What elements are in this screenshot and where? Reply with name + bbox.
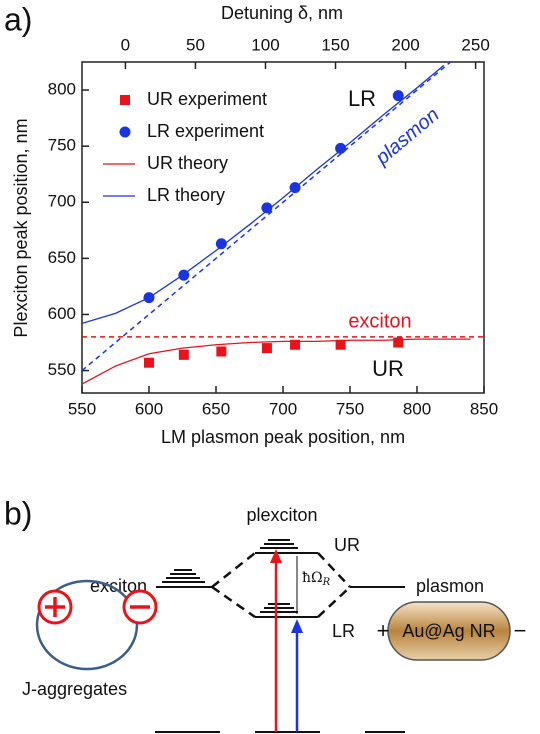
legend-label: LR theory	[147, 185, 225, 205]
x-tick-label: 550	[68, 399, 96, 418]
point	[178, 349, 189, 360]
x2-tick-label: 0	[121, 35, 130, 54]
y-tick-label: 700	[48, 192, 76, 211]
annotation: exciton	[348, 310, 411, 332]
x2-tick-label: 150	[321, 35, 349, 54]
plasmon-line	[82, 62, 452, 372]
point	[261, 343, 272, 354]
y-tick-label: 600	[48, 304, 76, 323]
annotation: LR	[348, 86, 376, 111]
exciton-levels	[155, 539, 405, 733]
rod-plus: +	[377, 618, 390, 643]
point	[392, 90, 404, 102]
lr-arrowhead	[291, 619, 303, 633]
point	[178, 269, 190, 281]
annotation: plasmon	[371, 104, 444, 170]
legend-label: UR theory	[147, 153, 228, 173]
legend-marker	[119, 126, 131, 138]
ur-label: UR	[334, 535, 360, 555]
lr-label: LR	[332, 621, 355, 641]
x-tick-label: 600	[135, 399, 163, 418]
j-aggregate-ring	[35, 579, 139, 671]
panel-label: b)	[4, 495, 32, 531]
legend-label: LR experiment	[147, 121, 264, 141]
x2-axis-label: Detuning δ, nm	[221, 3, 343, 23]
x2-tick-label: 100	[251, 35, 279, 54]
point	[335, 339, 346, 350]
x-tick-label: 800	[403, 399, 431, 418]
point	[335, 142, 347, 154]
x-tick-label: 750	[336, 399, 364, 418]
plasmon-label: plasmon	[416, 576, 484, 596]
x-axis-label: LM plasmon peak position, nm	[161, 427, 405, 447]
rabi-label: ħΩR	[302, 570, 331, 588]
plot-area	[82, 62, 484, 385]
theory-line	[82, 338, 471, 385]
nanorod	[387, 601, 511, 661]
x2-tick-label: 250	[461, 35, 489, 54]
point	[216, 346, 227, 357]
panel-label: a)	[4, 1, 32, 37]
x-tick-label: 850	[470, 399, 498, 418]
jaggregates-label: J-aggregates	[22, 679, 127, 699]
point	[261, 202, 273, 214]
y-tick-label: 550	[48, 360, 76, 379]
plus-sign	[45, 597, 65, 617]
exciton-label: exciton	[90, 576, 147, 596]
point	[393, 337, 404, 348]
ur-arrowhead	[270, 549, 282, 563]
nanorod-label: Au@Ag NR	[402, 621, 495, 641]
legend-label: UR experiment	[147, 89, 267, 109]
x-tick-label: 650	[202, 399, 230, 418]
y-tick-label: 750	[48, 136, 76, 155]
rod-minus: −	[514, 618, 527, 643]
point	[290, 339, 301, 350]
point	[215, 238, 227, 250]
y-tick-label: 800	[48, 80, 76, 99]
y-axis-label: Plexciton peak position, nm	[11, 118, 31, 337]
point	[144, 357, 154, 368]
plexciton-label: plexciton	[246, 505, 317, 525]
point	[143, 292, 155, 304]
y-tick-label: 650	[48, 248, 76, 267]
diagram: b) plexciton UR LR exciton plasmon ħΩR J…	[4, 495, 527, 733]
annotation: UR	[372, 356, 404, 381]
x2-tick-label: 200	[391, 35, 419, 54]
plot: 550 600 650 700 750 800 850 0 50 100 150 200 250 550 6…	[48, 35, 499, 418]
legend-marker	[120, 95, 130, 105]
point	[289, 182, 301, 194]
x2-tick-label: 50	[186, 35, 205, 54]
x-tick-label: 700	[269, 399, 297, 418]
